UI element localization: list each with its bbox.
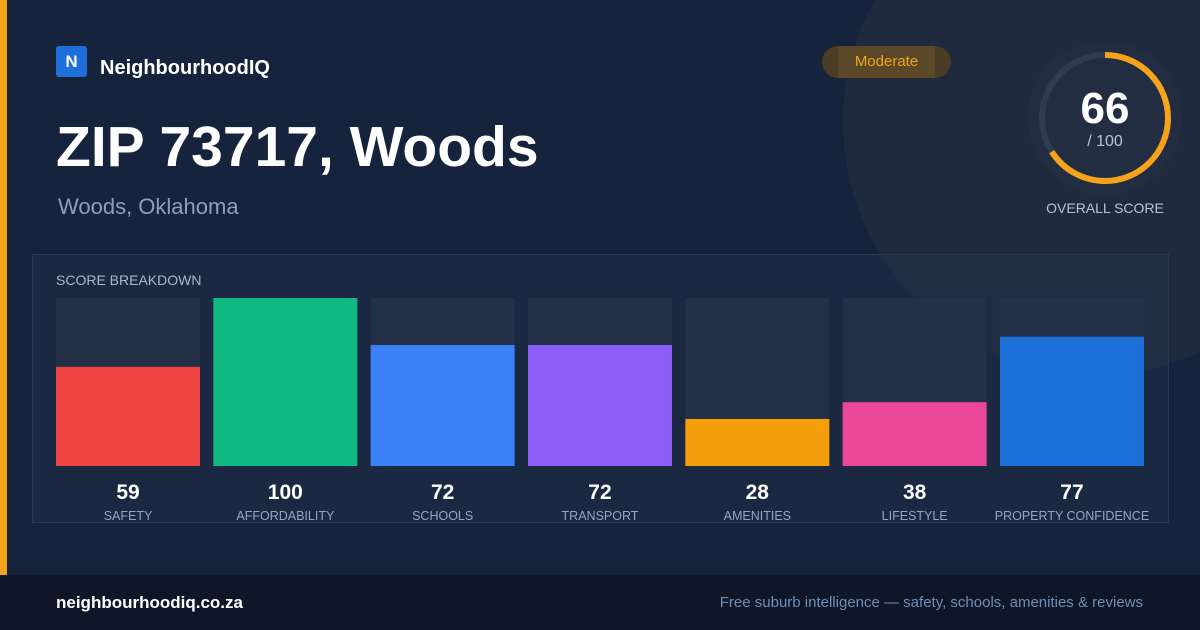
rating-badge: Moderate <box>822 46 951 78</box>
share-card: N NeighbourhoodIQ Moderate ZIP 73717, Wo… <box>0 0 1182 575</box>
footer: neighbourhoodiq.co.za Free suburb intell… <box>0 575 1200 630</box>
score-breakdown-title: SCORE BREAKDOWN <box>56 272 202 288</box>
rating-badge-label: Moderate <box>854 53 919 70</box>
gauge-background <box>1028 41 1182 195</box>
footer-tagline: Free suburb intelligence — safety, schoo… <box>719 594 1143 611</box>
page-title: ZIP 73717, Woods <box>56 115 539 179</box>
brand-name: NeighbourhoodIQ <box>100 57 270 79</box>
accent-strip <box>0 0 7 575</box>
overall-score-gauge <box>1028 41 1182 195</box>
footer-url: neighbourhoodiq.co.za <box>56 593 243 612</box>
overall-score-label: OVERALL SCORE <box>1046 200 1164 216</box>
gauge-arc <box>1039 52 1171 184</box>
score-breakdown-panel <box>32 254 1169 523</box>
location-subtitle: Woods, Oklahoma <box>58 194 239 219</box>
overall-score-value: 66 <box>1080 84 1130 133</box>
overall-score-max: / 100 <box>1087 133 1123 150</box>
brand-logo-icon: N <box>56 46 87 77</box>
